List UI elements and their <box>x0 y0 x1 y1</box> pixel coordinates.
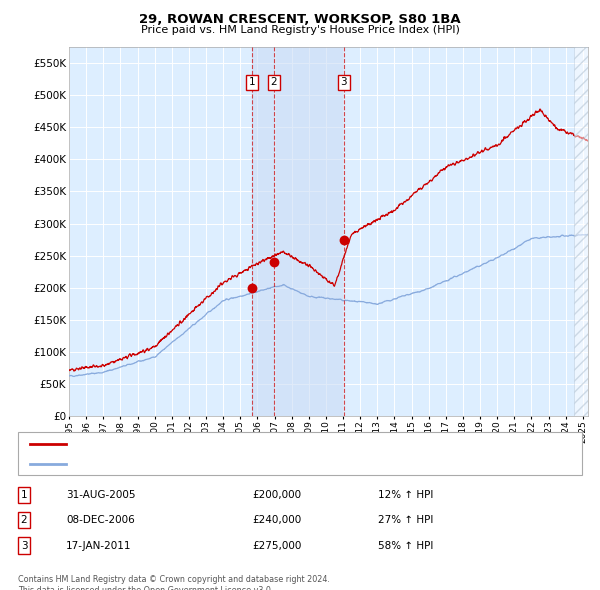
Text: Contains HM Land Registry data © Crown copyright and database right 2024.
This d: Contains HM Land Registry data © Crown c… <box>18 575 330 590</box>
Text: 1: 1 <box>20 490 28 500</box>
Text: 2: 2 <box>20 515 28 525</box>
Text: 08-DEC-2006: 08-DEC-2006 <box>66 515 135 525</box>
Text: £240,000: £240,000 <box>252 515 301 525</box>
Text: 31-AUG-2005: 31-AUG-2005 <box>66 490 136 500</box>
Text: Price paid vs. HM Land Registry's House Price Index (HPI): Price paid vs. HM Land Registry's House … <box>140 25 460 35</box>
Text: 27% ↑ HPI: 27% ↑ HPI <box>378 515 433 525</box>
Text: HPI: Average price, detached house, Bassetlaw: HPI: Average price, detached house, Bass… <box>75 460 305 469</box>
Point <box>339 235 349 244</box>
Bar <box>252 47 344 416</box>
Point <box>247 283 257 293</box>
Text: 1: 1 <box>248 77 255 87</box>
Text: 29, ROWAN CRESCENT, WORKSOP, S80 1BA (detached house): 29, ROWAN CRESCENT, WORKSOP, S80 1BA (de… <box>75 440 379 450</box>
Text: 3: 3 <box>341 77 347 87</box>
Text: 29, ROWAN CRESCENT, WORKSOP, S80 1BA: 29, ROWAN CRESCENT, WORKSOP, S80 1BA <box>139 13 461 26</box>
Text: 2: 2 <box>271 77 277 87</box>
Text: £200,000: £200,000 <box>252 490 301 500</box>
Text: 3: 3 <box>20 540 28 550</box>
Text: 58% ↑ HPI: 58% ↑ HPI <box>378 540 433 550</box>
Point <box>269 257 278 267</box>
Bar <box>574 47 588 416</box>
Text: 12% ↑ HPI: 12% ↑ HPI <box>378 490 433 500</box>
Text: £275,000: £275,000 <box>252 540 301 550</box>
Text: 17-JAN-2011: 17-JAN-2011 <box>66 540 131 550</box>
